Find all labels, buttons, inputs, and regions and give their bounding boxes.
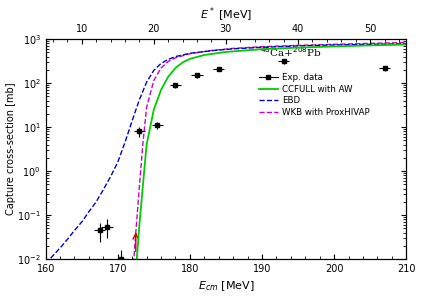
Y-axis label: Capture cross-section [mb]: Capture cross-section [mb] (5, 83, 16, 216)
Legend: Exp. data, CCFULL with AW, EBD, WKB with ProxHIVAP: Exp. data, CCFULL with AW, EBD, WKB with… (256, 70, 373, 120)
Text: $^{48}$Ca+$^{208}$Pb: $^{48}$Ca+$^{208}$Pb (260, 46, 322, 60)
X-axis label: $E_{cm}$ [MeV]: $E_{cm}$ [MeV] (197, 280, 254, 293)
X-axis label: $E^*$ [MeV]: $E^*$ [MeV] (200, 6, 252, 24)
